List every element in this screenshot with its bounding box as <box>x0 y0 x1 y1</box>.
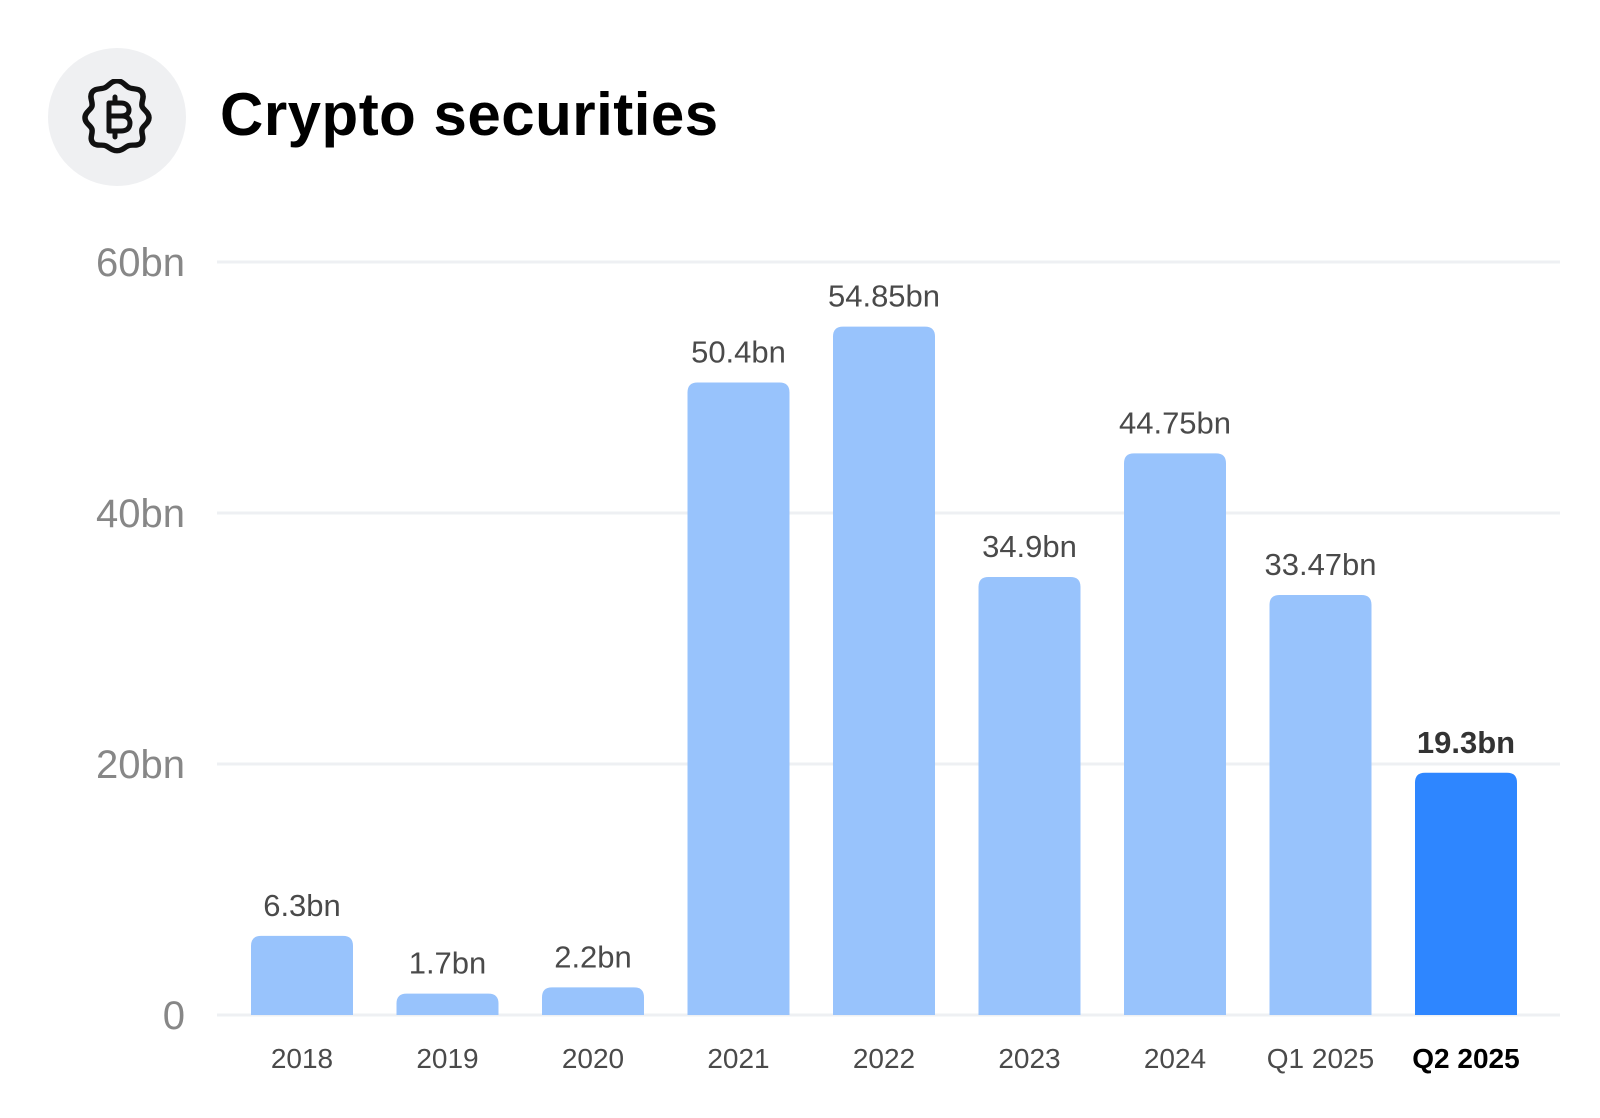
x-tick-label: 2023 <box>998 1043 1060 1074</box>
bar <box>1269 594 1372 1015</box>
y-tick-label: 20bn <box>96 743 185 787</box>
bar <box>1124 453 1226 1015</box>
bar <box>1415 772 1517 1015</box>
data-label: 19.3bn <box>1417 725 1515 760</box>
bar <box>978 577 1081 1015</box>
data-label: 1.7bn <box>409 946 487 981</box>
data-label: 34.9bn <box>982 529 1077 564</box>
data-label: 33.47bn <box>1264 547 1376 582</box>
x-tick-label: 2022 <box>853 1043 915 1074</box>
bar <box>833 326 935 1015</box>
x-tick-label: Q2 2025 <box>1412 1043 1519 1074</box>
x-tick-label: 2021 <box>707 1043 769 1074</box>
bar <box>687 382 790 1016</box>
y-tick-label: 0 <box>163 994 185 1038</box>
page-title: Crypto securities <box>220 81 719 148</box>
data-label: 2.2bn <box>554 939 632 974</box>
chart-header: Crypto securities <box>0 0 1600 200</box>
bitcoin-icon <box>82 79 152 154</box>
x-tick-label: 2024 <box>1144 1043 1206 1074</box>
x-tick-label: 2018 <box>271 1043 333 1074</box>
x-tick-label: 2020 <box>562 1043 624 1074</box>
data-label: 44.75bn <box>1119 405 1231 440</box>
y-tick-label: 60bn <box>96 241 185 285</box>
bar <box>396 993 499 1015</box>
bar <box>251 935 353 1015</box>
data-label: 54.85bn <box>828 279 940 314</box>
icon-badge <box>48 48 186 186</box>
data-label: 6.3bn <box>263 888 341 923</box>
x-tick-label: 2019 <box>416 1043 478 1074</box>
bar <box>542 987 644 1015</box>
data-label: 50.4bn <box>691 334 786 369</box>
y-tick-label: 40bn <box>96 492 185 536</box>
x-tick-label: Q1 2025 <box>1267 1043 1374 1074</box>
